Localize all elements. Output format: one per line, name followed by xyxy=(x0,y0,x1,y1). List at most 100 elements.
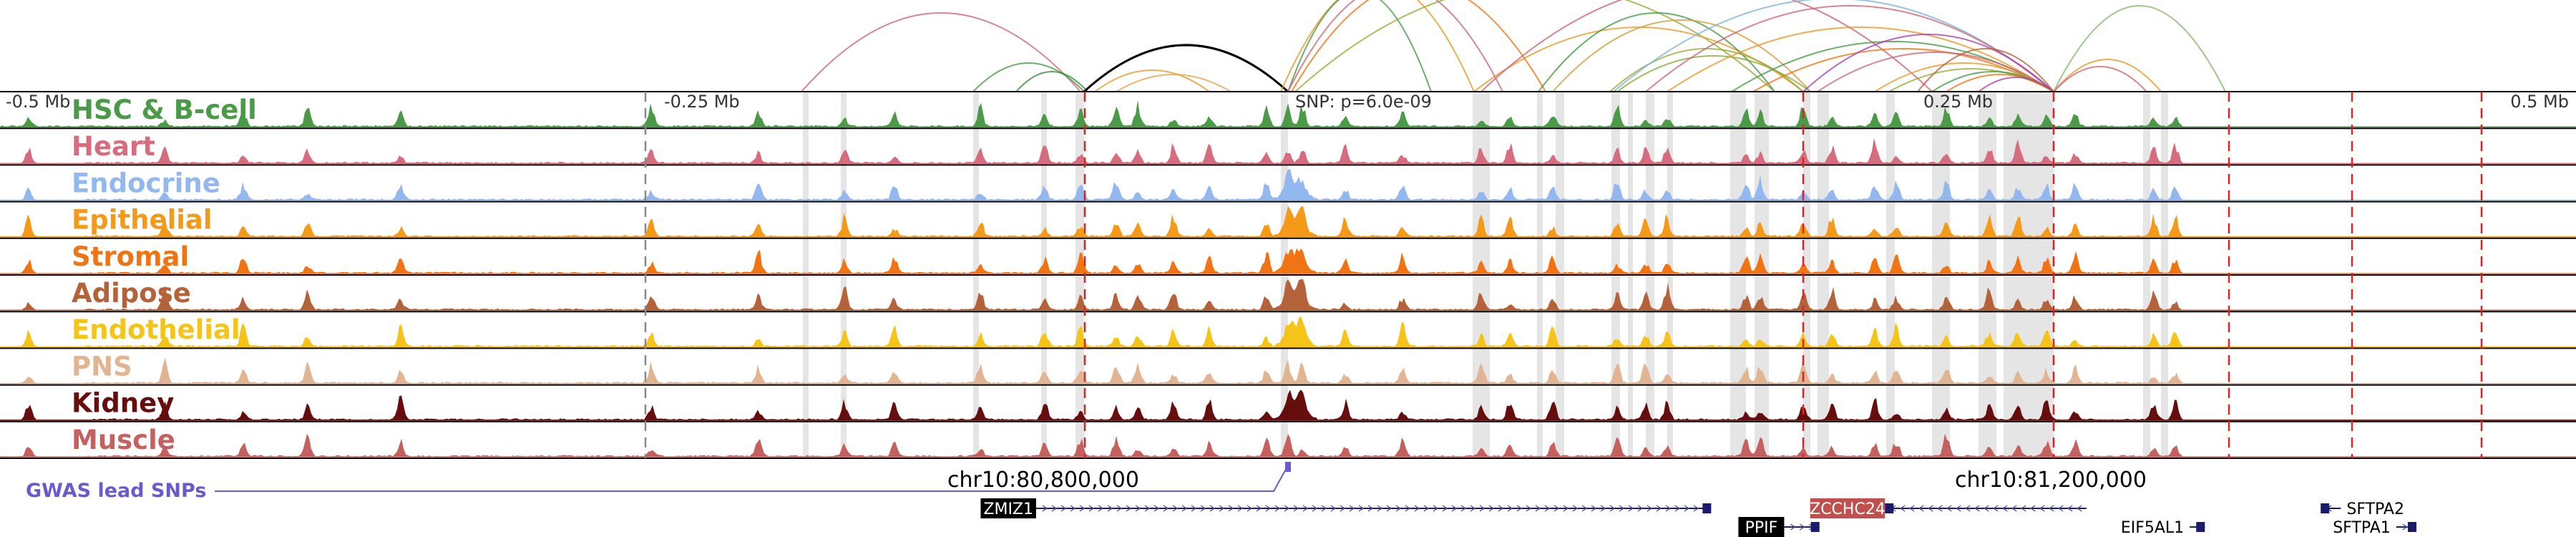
chromatin-loop-arc xyxy=(2053,59,2162,92)
track-stromal: Stromal xyxy=(0,237,2576,274)
track-label: Endocrine xyxy=(72,168,220,198)
strand-arrow xyxy=(1665,505,1672,512)
strand-arrow xyxy=(1107,505,1113,512)
axis-tick-label: -0.5 Mb xyxy=(6,92,70,112)
strand-arrow xyxy=(1553,505,1560,512)
signal-area xyxy=(0,316,2576,347)
chromatin-loop-arc xyxy=(1817,52,2054,92)
strand-arrow xyxy=(2077,505,2082,512)
strand-arrow xyxy=(1042,505,1048,512)
strand-arrow xyxy=(1367,505,1374,512)
strand-arrow xyxy=(1405,505,1411,512)
strand-arrow xyxy=(2002,505,2008,512)
chromatin-loop-arc xyxy=(1094,69,1210,92)
strand-arrow xyxy=(1498,505,1504,512)
track-label: Stromal xyxy=(72,241,189,272)
signal-area xyxy=(0,433,2576,457)
chromatin-loop-arc xyxy=(972,62,1085,92)
gwas-track: GWAS lead SNPs xyxy=(26,462,1291,502)
chromatin-loop-arc xyxy=(1667,26,2054,92)
gene-label-bg xyxy=(1738,517,1785,537)
snp-label: SNP: p=6.0e-09 xyxy=(1295,92,1432,112)
strand-arrow xyxy=(1088,505,1095,512)
strand-arrow xyxy=(1928,505,1933,512)
track-kidney: Kidney xyxy=(0,384,2576,421)
gene-label: ZCCHC24 xyxy=(1810,500,1885,518)
track-epithelial: Epithelial xyxy=(0,200,2576,238)
strand-arrow xyxy=(1479,505,1485,512)
strand-arrow xyxy=(1246,505,1253,512)
strand-arrow xyxy=(1340,505,1346,512)
track-endothelial: Endothelial xyxy=(0,311,2576,348)
gene-label-bg xyxy=(1810,498,1885,518)
strand-arrow xyxy=(1237,505,1244,512)
gene-label-bg xyxy=(980,498,1036,518)
chromatin-loop-arc xyxy=(1294,0,1775,92)
strand-arrow xyxy=(1219,505,1225,512)
strand-arrow xyxy=(1516,505,1523,512)
strand-arrow xyxy=(1790,523,1796,531)
gene-sftpa2: SFTPA2 xyxy=(2321,500,2404,518)
track-label: Kidney xyxy=(72,388,174,419)
strand-arrow xyxy=(1684,505,1690,512)
track-label: Endothelial xyxy=(72,314,240,345)
strand-arrow xyxy=(2030,505,2036,512)
strand-arrow xyxy=(1126,505,1132,512)
gene-label: ZMIZ1 xyxy=(983,500,1033,518)
strand-arrow xyxy=(1984,505,1989,512)
strand-arrow xyxy=(1358,505,1365,512)
strand-arrow xyxy=(1965,505,1971,512)
strand-arrow xyxy=(1395,505,1402,512)
strand-arrow xyxy=(1600,505,1606,512)
gene-label: SFTPA2 xyxy=(2346,500,2404,518)
track-heart: Heart xyxy=(0,127,2576,165)
track-label: Adipose xyxy=(72,278,191,309)
strand-arrow xyxy=(1265,505,1272,512)
strand-arrow xyxy=(1172,505,1179,512)
strand-arrow xyxy=(1274,505,1281,512)
gene-exon xyxy=(2321,503,2330,513)
strand-arrow xyxy=(1312,505,1318,512)
gene-label: SFTPA1 xyxy=(2333,519,2391,537)
gwas-snp-marker xyxy=(1285,462,1291,472)
position-axis: -0.5 Mb -0.25 Mb 0.25 Mb 0.5 Mb SNP: p=6.0e-… xyxy=(6,92,2569,112)
signal-area xyxy=(0,248,2576,274)
strand-arrow xyxy=(1451,505,1458,512)
strand-arrow xyxy=(1302,505,1309,512)
gene-exon xyxy=(1702,503,1712,513)
strand-arrow xyxy=(1591,505,1597,512)
chromatin-loop-arc xyxy=(1917,48,2054,92)
track-label: Muscle xyxy=(72,425,175,455)
chromatin-loop-arc xyxy=(1015,71,1088,92)
gene-label: EIF5AL1 xyxy=(2121,519,2184,537)
strand-arrow xyxy=(1153,505,1160,512)
strand-arrow xyxy=(1693,505,1699,512)
strand-arrow xyxy=(1070,505,1076,512)
strand-arrow xyxy=(1488,505,1495,512)
strand-arrow xyxy=(1637,505,1644,512)
chromatin-loop-arc xyxy=(1083,44,1289,93)
boundary-dashed-lines xyxy=(644,92,2483,458)
strand-arrow xyxy=(1646,505,1653,512)
gwas-label: GWAS lead SNPs xyxy=(26,480,206,502)
track-label: Epithelial xyxy=(72,205,213,236)
strand-arrow xyxy=(1946,505,1952,512)
gene-zcchc24: ZCCHC24 xyxy=(1810,498,2087,518)
strand-arrow xyxy=(1526,505,1532,512)
strand-arrow xyxy=(1228,505,1234,512)
strand-arrow xyxy=(1581,505,1588,512)
gene-eif5al1: EIF5AL1 xyxy=(2121,519,2205,537)
track-endocrine: Endocrine xyxy=(0,164,2576,201)
gene-sftpa1: SFTPA1 xyxy=(2333,519,2416,537)
strand-arrow xyxy=(1544,505,1551,512)
chromatin-loop-arc xyxy=(1946,74,2054,92)
gene-exon xyxy=(1885,503,1894,513)
strand-arrow xyxy=(1442,505,1448,512)
track-hsc-b-cell: HSC & B-cell xyxy=(0,91,2576,127)
gene-label: PPIF xyxy=(1745,519,1778,537)
strand-arrow xyxy=(2067,505,2073,512)
strand-arrow xyxy=(1181,505,1188,512)
strand-arrow xyxy=(1386,505,1392,512)
strand-arrow xyxy=(1060,505,1067,512)
strand-arrow xyxy=(1293,505,1299,512)
